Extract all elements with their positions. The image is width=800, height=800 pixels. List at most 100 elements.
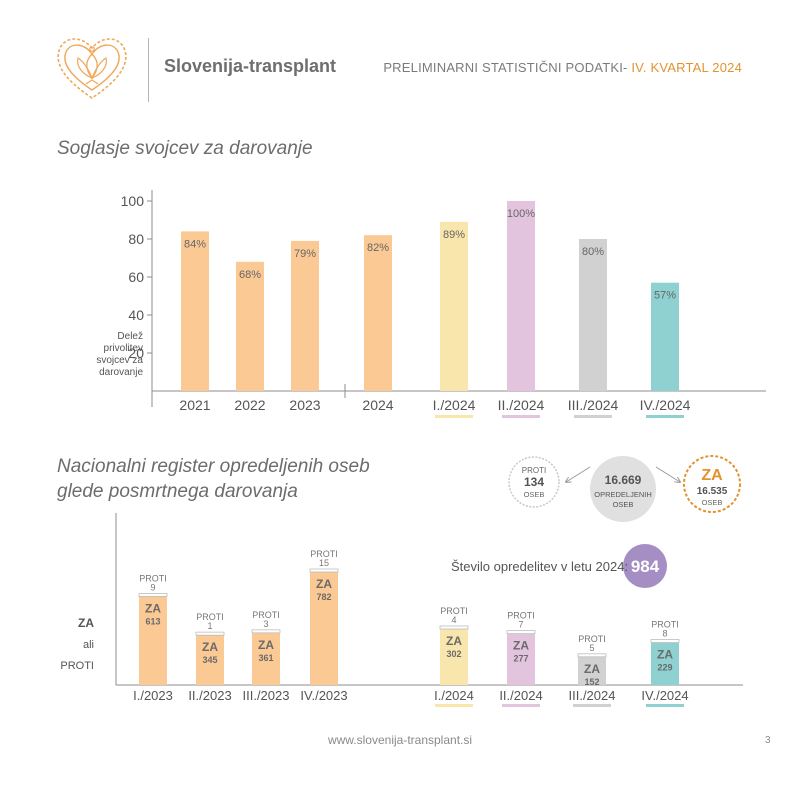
x-tick-label: I./2024	[434, 688, 474, 703]
proti-value-label: 5	[589, 643, 594, 653]
y-tick-label: 100	[121, 193, 145, 209]
za-bar	[507, 633, 535, 685]
za-value-label: 277	[513, 654, 528, 664]
slovenija-transplant-logo	[57, 38, 127, 99]
proti-value-label: 4	[451, 615, 456, 625]
x-tick-label: IV./2023	[300, 688, 347, 703]
total-label-1: OPREDELJENIH	[594, 490, 652, 499]
za-value-label: 361	[258, 653, 273, 663]
za-value-label: 782	[316, 592, 331, 602]
category-underline	[435, 415, 473, 418]
za-circle: ZA 16.535 OSEB	[683, 455, 741, 513]
x-tick-label: IV./2024	[641, 688, 688, 703]
x-tick-label: I./2024	[433, 397, 476, 413]
proti-bar-label: PROTI	[651, 620, 679, 630]
za-bar-label: ZA	[258, 638, 274, 652]
x-tick-label: IV./2024	[640, 397, 691, 413]
brand-name: Slovenija-transplant	[164, 56, 337, 76]
x-tick-label: 2022	[234, 397, 265, 413]
total-value: 16.669	[605, 473, 642, 487]
register-chart-title: Nacionalni register opredeljenih oseb gl…	[57, 456, 370, 502]
za-value-label: 152	[584, 677, 599, 687]
za-bar-label: ZA	[513, 639, 529, 653]
bar-value-label: 84%	[184, 238, 206, 250]
total-label-2: OSEB	[613, 500, 634, 509]
count-value: 984	[631, 557, 660, 576]
bar-value-label: 89%	[443, 229, 465, 241]
proti-bar-label: PROTI	[507, 611, 535, 621]
y-tick-label: 80	[128, 231, 144, 247]
bar-value-label: 57%	[654, 290, 676, 302]
x-tick-label: III./2024	[569, 688, 616, 703]
proti-value-label: 15	[319, 558, 329, 568]
bar	[181, 231, 209, 391]
proti-bar	[506, 630, 536, 635]
za-bar	[252, 632, 280, 685]
y-tick-label: 20	[128, 345, 144, 361]
x-tick-label: III./2024	[568, 397, 619, 413]
za-label: ZA	[701, 467, 723, 484]
proti-bar-label: PROTI	[440, 606, 468, 616]
proti-bar-label: PROTI	[578, 634, 606, 644]
x-tick-label: II./2024	[498, 397, 545, 413]
proti-value-label: 3	[263, 619, 268, 629]
arrow-to-proti	[566, 466, 591, 482]
category-underline	[646, 415, 684, 418]
za-value-label: 613	[145, 616, 160, 626]
bar	[291, 240, 319, 391]
count-badge: 984	[623, 544, 667, 588]
proti-label: PROTI	[522, 466, 546, 475]
za-bar	[310, 572, 338, 685]
total-circle: 16.669 OPREDELJENIH OSEB	[590, 456, 656, 522]
za-bar-label: ZA	[316, 577, 332, 591]
proti-value: 134	[524, 475, 544, 489]
x-tick-label: 2021	[179, 397, 210, 413]
bar-value-label: 79%	[294, 248, 316, 260]
za-bar-label: ZA	[446, 634, 462, 648]
za-value-label: 229	[657, 663, 672, 673]
za-bar	[139, 596, 167, 685]
y-tick-label: 60	[128, 269, 144, 285]
arrow-to-za	[655, 466, 680, 482]
category-underline	[573, 704, 611, 707]
proti-bar	[195, 631, 225, 636]
proti-bar	[251, 629, 281, 634]
header-divider	[148, 38, 149, 102]
proti-bar-label: PROTI	[310, 549, 338, 559]
proti-bar	[439, 625, 469, 630]
y-tick-label: 40	[128, 307, 144, 323]
consent-chart-title: Soglasje svojcev za darovanje	[57, 138, 313, 159]
proti-bar-label: PROTI	[196, 612, 224, 622]
bar-value-label: 82%	[367, 242, 389, 254]
category-underline	[435, 704, 473, 707]
proti-bar	[577, 653, 607, 658]
proti-value-label: 9	[150, 582, 155, 592]
proti-value-label: 7	[518, 620, 523, 630]
za-value: 16.535	[697, 486, 728, 497]
x-tick-label: II./2023	[188, 688, 231, 703]
header-title-prefix: PRELIMINARNI STATISTIČNI PODATKI-	[383, 60, 632, 75]
za-bar	[578, 656, 606, 685]
za-bar-label: ZA	[657, 648, 673, 662]
register-count-label: Število opredelitev v letu 2024:	[451, 559, 629, 574]
bar	[651, 282, 679, 391]
category-underline	[502, 704, 540, 707]
za-value-label: 302	[446, 649, 461, 659]
proti-value-label: 1	[207, 621, 212, 631]
bar-value-label: 100%	[507, 208, 535, 220]
bar	[507, 201, 535, 391]
za-bar	[196, 635, 224, 685]
proti-unit: OSEB	[524, 490, 545, 499]
bar	[236, 261, 264, 391]
page-number: 3	[765, 735, 771, 746]
header-title-highlight: IV. KVARTAL 2024	[631, 60, 742, 75]
bar	[579, 239, 607, 391]
footer-url: www.slovenija-transplant.si	[327, 733, 473, 747]
bar-value-label: 68%	[239, 269, 261, 281]
x-tick-label: 2023	[289, 397, 320, 413]
proti-bar-label: PROTI	[139, 573, 167, 583]
category-underline	[574, 415, 612, 418]
y-axis-label: ZA	[78, 616, 94, 630]
